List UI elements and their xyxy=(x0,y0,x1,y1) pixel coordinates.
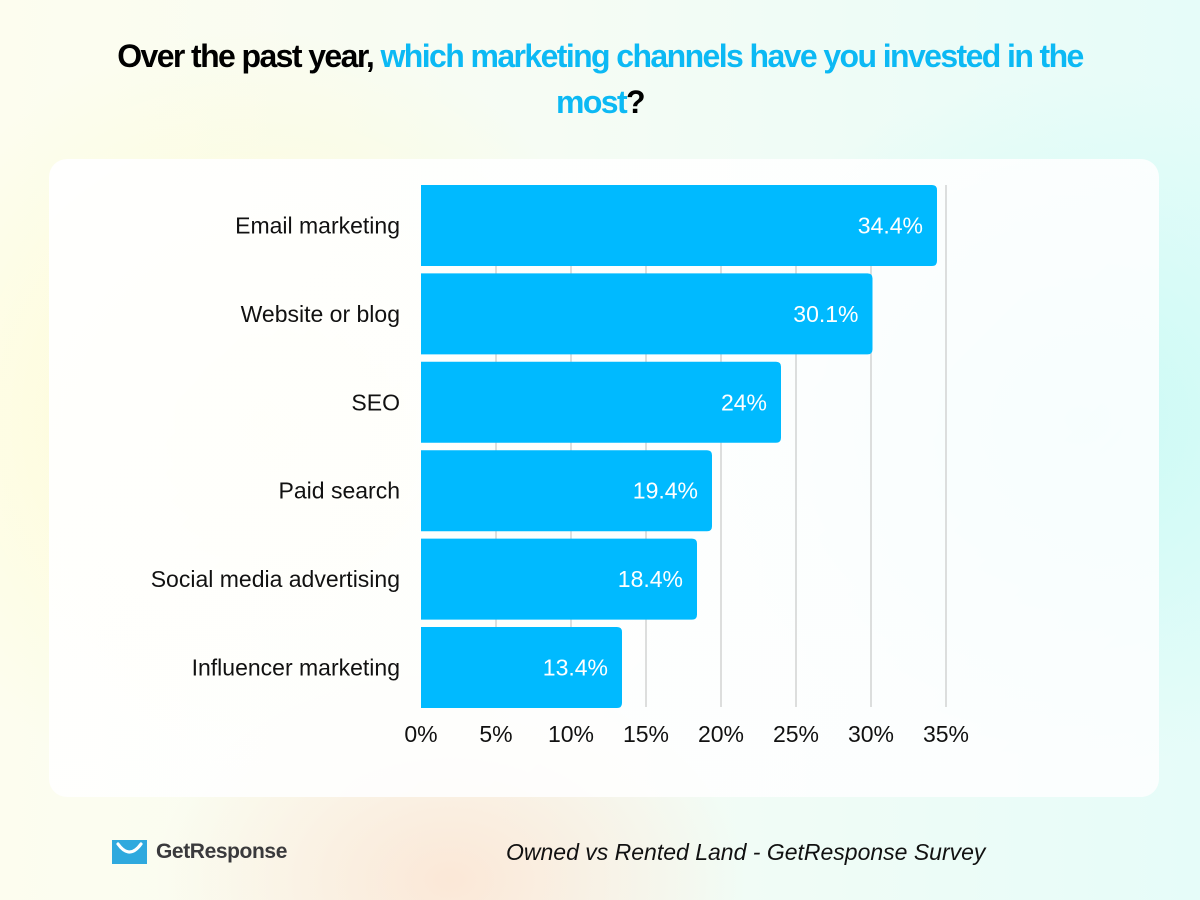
value-label: 19.4% xyxy=(633,478,698,504)
title-question-mark: ? xyxy=(626,84,646,120)
x-tick-label: 25% xyxy=(773,721,819,747)
value-label: 13.4% xyxy=(543,655,608,681)
bar xyxy=(421,450,712,532)
chart-title: Over the past year, which marketing chan… xyxy=(100,33,1100,125)
bar xyxy=(421,627,622,708)
gridlines xyxy=(495,185,947,707)
getresponse-logo: GetResponse xyxy=(112,840,287,864)
brand-name: GetResponse xyxy=(156,840,287,863)
x-axis-ticks: 0% 5% 10% 15% 20% 25% 30% 35% xyxy=(404,721,969,747)
value-label: 30.1% xyxy=(793,301,858,327)
bar xyxy=(421,538,697,620)
category-label: Social media advertising xyxy=(151,566,400,592)
x-tick-label: 0% xyxy=(404,721,437,747)
x-tick-label: 15% xyxy=(623,721,669,747)
source-caption: Owned vs Rented Land - GetResponse Surve… xyxy=(506,839,986,865)
category-label: SEO xyxy=(351,389,400,415)
bar xyxy=(421,361,781,443)
value-label: 34.4% xyxy=(858,213,923,239)
value-labels: 34.4% 30.1% 24% 19.4% 18.4% 13.4% xyxy=(543,213,923,681)
x-tick-label: 10% xyxy=(548,721,594,747)
title-part-black: Over the past year, xyxy=(117,38,381,74)
bars xyxy=(421,185,937,708)
category-label: Email marketing xyxy=(235,213,400,239)
x-tick-label: 5% xyxy=(479,721,512,747)
value-label: 18.4% xyxy=(618,566,683,592)
bar xyxy=(421,273,873,355)
category-label: Website or blog xyxy=(241,301,400,327)
title-part-highlight: which marketing channels have you invest… xyxy=(380,38,1085,120)
category-label: Influencer marketing xyxy=(192,655,400,681)
envelope-smile-icon xyxy=(112,840,147,864)
value-label: 24% xyxy=(721,389,767,415)
x-tick-label: 20% xyxy=(698,721,744,747)
category-labels: Email marketing Website or blog SEO Paid se… xyxy=(151,213,400,681)
category-label: Paid search xyxy=(279,478,400,504)
x-tick-label: 35% xyxy=(923,721,969,747)
x-tick-label: 30% xyxy=(848,721,894,747)
bar xyxy=(421,185,937,266)
